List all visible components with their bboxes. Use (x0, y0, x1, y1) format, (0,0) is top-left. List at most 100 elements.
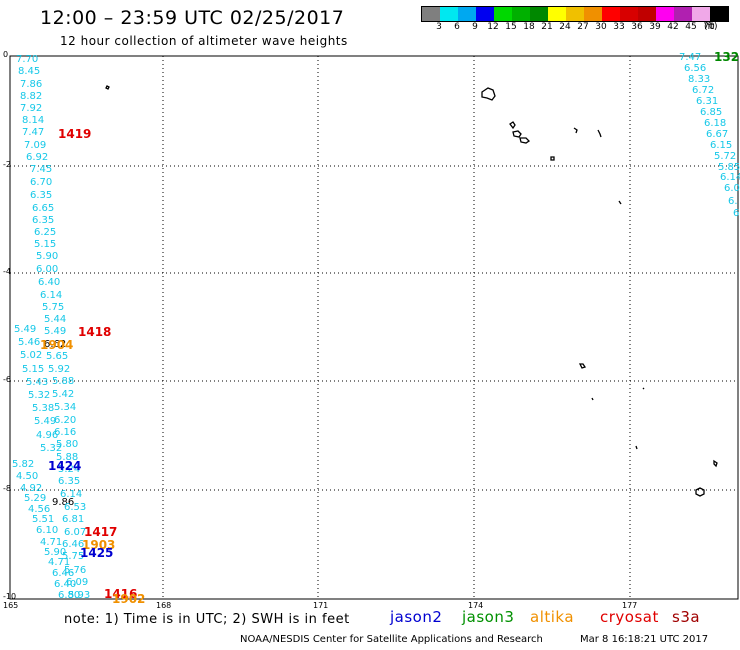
swh-value: 4.56 (28, 504, 51, 515)
swh-value: 6.92 (26, 152, 49, 163)
swh-value: 6.25 (34, 227, 57, 238)
swh-value: 5.44 (44, 314, 67, 325)
latitude-label: -4 (3, 267, 11, 276)
swh-value: 7.70 (16, 54, 39, 65)
swh-value: 5.51 (32, 514, 55, 525)
coastlines (105, 85, 718, 497)
swh-value: 5.24 (58, 464, 81, 475)
pass-label: 1902 (112, 592, 146, 606)
color-scale-label: 9 (472, 22, 478, 32)
swh-value: 6.65 (32, 203, 55, 214)
swh-value: 6.07 (64, 527, 87, 538)
color-scale-label: 36 (631, 22, 643, 32)
credit-text: NOAA/NESDIS Center for Satellite Applica… (240, 634, 543, 645)
latitude-label: -2 (3, 160, 11, 169)
legend-item-altika: altika (530, 608, 575, 626)
swh-value: 5.15 (34, 239, 57, 250)
longitude-label: 177 (622, 601, 638, 610)
color-swatch (566, 7, 584, 21)
swh-value: 6.80 (58, 590, 81, 601)
swh-value: 6.35 (58, 476, 81, 487)
swh-value: 5.72 (714, 151, 737, 162)
swh-value: 9.86 (52, 497, 75, 508)
swh-value: 5.29 (24, 493, 47, 504)
island (573, 127, 578, 134)
swh-value: 6.72 (692, 85, 715, 96)
map-subtitle: 12 hour collection of altimeter wave hei… (60, 34, 348, 48)
swh-value: 5.02 (20, 350, 43, 361)
swh-value: 6.20 (54, 415, 77, 426)
swh-value: 6.14 (60, 489, 83, 500)
swh-value: 4.96 (36, 430, 59, 441)
swh-value: 6.31 (696, 96, 719, 107)
island (635, 445, 638, 450)
color-swatch (674, 7, 692, 21)
legend-item-cryosat: cryosat (600, 608, 659, 626)
swh-value: 6.40 (38, 277, 61, 288)
swh-value: 5.49 (34, 416, 57, 427)
swh-value: 6.0 (724, 183, 740, 194)
swh-value: 5.76 (64, 565, 87, 576)
color-scale-label: 30 (595, 22, 607, 32)
pass-label: 132 (714, 50, 740, 64)
longitude-label: 174 (468, 601, 484, 610)
swh-value: 5.85 (718, 162, 740, 173)
color-scale-label: 18 (523, 22, 535, 32)
swh-value: 4.71 (40, 537, 63, 548)
longitude-label: 171 (313, 601, 329, 610)
swh-value: 7.86 (20, 79, 43, 90)
latitude-label: -8 (3, 484, 11, 493)
longitude-label: 165 (3, 601, 19, 610)
island (512, 130, 522, 138)
swh-value: 6.15 (710, 140, 733, 151)
swh-value: 7.92 (20, 103, 43, 114)
island (578, 363, 587, 369)
color-scale-label: 45 (685, 22, 697, 32)
swh-value: 6.53 (64, 502, 87, 513)
island (550, 156, 555, 161)
color-scale-unit: (ft) (704, 22, 718, 32)
swh-value: 5.38 (32, 403, 55, 414)
color-scale-bar (421, 6, 729, 22)
color-swatch (530, 7, 548, 21)
pass-label: 1416 (104, 587, 138, 601)
island (519, 137, 531, 144)
swh-value: 6.85 (700, 107, 723, 118)
swh-value: 5.49 (44, 326, 67, 337)
color-scale-label: 15 (505, 22, 517, 32)
swh-value: 7.47 (679, 52, 702, 63)
swh-value: 6.00 (36, 264, 59, 275)
swh-value: 5.92 (48, 364, 71, 375)
color-swatch (638, 7, 656, 21)
swh-value: 6 (733, 208, 740, 219)
swh-value: 5.75 (62, 551, 85, 562)
pass-label: 1419 (58, 127, 92, 141)
legend-item-s3a: s3a (672, 608, 701, 626)
graticule (10, 56, 738, 599)
swh-value: 6.56 (684, 63, 707, 74)
color-scale-label: 12 (487, 22, 499, 32)
island (713, 459, 718, 468)
pass-label: 1424 (48, 459, 82, 473)
color-swatch (422, 7, 440, 21)
color-swatch (620, 7, 638, 21)
swh-value: 5.49 (14, 324, 37, 335)
color-scale-label: 70 (703, 22, 715, 32)
latitude-label: 0 (3, 50, 9, 59)
swh-value: 5.46 (18, 337, 41, 348)
swh-value: 5.65 (46, 351, 69, 362)
color-swatch (656, 7, 674, 21)
swh-value: 6.67 (706, 129, 729, 140)
map-title: 12:00 – 23:59 UTC 02/25/2017 (40, 7, 345, 29)
color-scale-label: 24 (559, 22, 571, 32)
swh-value: 6.35 (30, 190, 53, 201)
swh-value: 5.43 (26, 377, 49, 388)
swh-value: 6.18 (704, 118, 727, 129)
island (509, 121, 516, 130)
pass-label: 1425 (80, 546, 114, 560)
color-swatch (512, 7, 530, 21)
color-scale-label: 3 (436, 22, 442, 32)
swh-value: 6.10 (36, 525, 59, 536)
color-swatch (494, 7, 512, 21)
